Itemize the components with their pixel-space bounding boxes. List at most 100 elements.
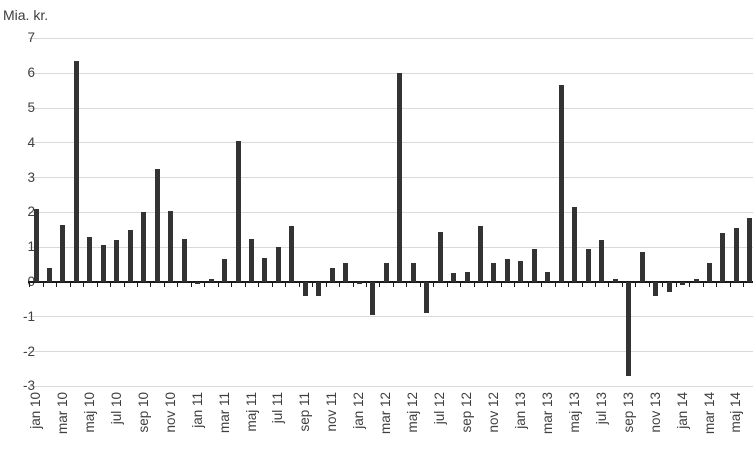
axis-tick xyxy=(716,283,718,287)
gridline xyxy=(29,246,753,248)
bar xyxy=(262,257,268,282)
axis-tick xyxy=(177,283,179,287)
bar xyxy=(693,278,699,282)
axis-tick xyxy=(527,283,529,287)
bar xyxy=(302,282,308,296)
gridline xyxy=(29,351,753,353)
x-tick-label: jul 10 xyxy=(108,392,124,425)
axis-tick xyxy=(204,283,206,287)
bar xyxy=(653,282,659,296)
bar xyxy=(289,226,295,282)
x-tick-label: maj 10 xyxy=(81,392,97,433)
bar xyxy=(46,268,52,282)
bar xyxy=(316,282,322,296)
x-tick-label: jul 11 xyxy=(270,392,286,424)
bar xyxy=(464,271,470,282)
axis-tick xyxy=(352,283,354,287)
axis-tick xyxy=(635,283,637,287)
y-tick-label: 6 xyxy=(27,65,35,81)
y-tick-label: -2 xyxy=(22,343,35,359)
axis-tick xyxy=(460,283,462,287)
y-tick-label: 7 xyxy=(27,30,35,46)
axis-tick xyxy=(244,283,246,287)
bar xyxy=(572,207,578,282)
axis-tick xyxy=(312,283,314,287)
axis-tick xyxy=(42,283,44,287)
axis-tick xyxy=(298,283,300,287)
bar xyxy=(397,73,403,282)
x-tick-label: mar 10 xyxy=(54,392,70,435)
x-tick-label: nov 10 xyxy=(162,392,178,433)
x-axis-line xyxy=(28,281,753,283)
gridline xyxy=(29,177,753,179)
x-tick-label: jan 11 xyxy=(189,392,205,428)
axis-tick xyxy=(29,283,31,287)
axis-tick xyxy=(339,283,341,287)
y-tick-label: 4 xyxy=(27,134,35,150)
axis-tick xyxy=(608,283,610,287)
y-tick-label: 3 xyxy=(27,169,35,185)
axis-tick xyxy=(568,283,570,287)
bar xyxy=(370,282,376,316)
bar xyxy=(100,245,106,282)
axis-tick xyxy=(285,283,287,287)
bar xyxy=(518,261,524,282)
axis-tick xyxy=(581,283,583,287)
bar xyxy=(451,273,457,282)
x-tick-label: mar 11 xyxy=(216,392,232,434)
axis-tick xyxy=(137,283,139,287)
y-tick-label: 2 xyxy=(27,204,35,220)
x-tick-label: mar 14 xyxy=(701,392,717,435)
x-tick-label: nov 11 xyxy=(324,392,340,432)
axis-tick xyxy=(500,283,502,287)
bar xyxy=(87,236,93,282)
axis-tick xyxy=(123,283,125,287)
x-tick-label: sep 13 xyxy=(620,392,636,433)
bar xyxy=(208,278,214,282)
bar xyxy=(235,141,241,282)
bar xyxy=(437,231,443,282)
axis-tick xyxy=(621,283,623,287)
bar xyxy=(504,259,510,282)
gridline xyxy=(29,107,753,109)
axis-tick xyxy=(487,283,489,287)
axis-tick xyxy=(96,283,98,287)
x-tick-label: sep 10 xyxy=(135,392,151,433)
axis-tick xyxy=(258,283,260,287)
axis-tick xyxy=(163,283,165,287)
bar xyxy=(410,262,416,282)
bar xyxy=(383,262,389,282)
bar xyxy=(478,226,483,282)
axis-tick xyxy=(366,283,367,287)
axis-tick xyxy=(729,283,731,287)
axis-tick xyxy=(433,283,435,287)
bar xyxy=(707,262,712,282)
x-tick-label: maj 14 xyxy=(728,392,744,433)
axis-tick xyxy=(595,283,596,287)
axis-tick xyxy=(514,283,516,287)
axis-tick xyxy=(406,283,408,287)
y-tick-label: 1 xyxy=(27,239,35,255)
bar xyxy=(141,212,147,282)
bar xyxy=(33,208,39,282)
axis-tick xyxy=(675,283,677,287)
axis-tick xyxy=(110,283,112,287)
bar xyxy=(114,240,120,282)
axis-tick xyxy=(190,283,192,287)
bar xyxy=(585,248,591,282)
bar xyxy=(249,238,255,282)
axis-tick xyxy=(325,283,327,287)
bar xyxy=(720,233,726,282)
gridline xyxy=(29,316,753,318)
axis-tick xyxy=(554,283,556,287)
bar xyxy=(154,168,160,282)
bar xyxy=(666,282,672,293)
x-tick-label: maj 11 xyxy=(243,392,259,432)
x-tick-label: jan 10 xyxy=(28,392,43,429)
axis-tick xyxy=(473,283,475,287)
x-tick-label: sep 12 xyxy=(459,392,475,433)
axis-tick xyxy=(662,283,664,287)
gridline xyxy=(29,37,753,39)
